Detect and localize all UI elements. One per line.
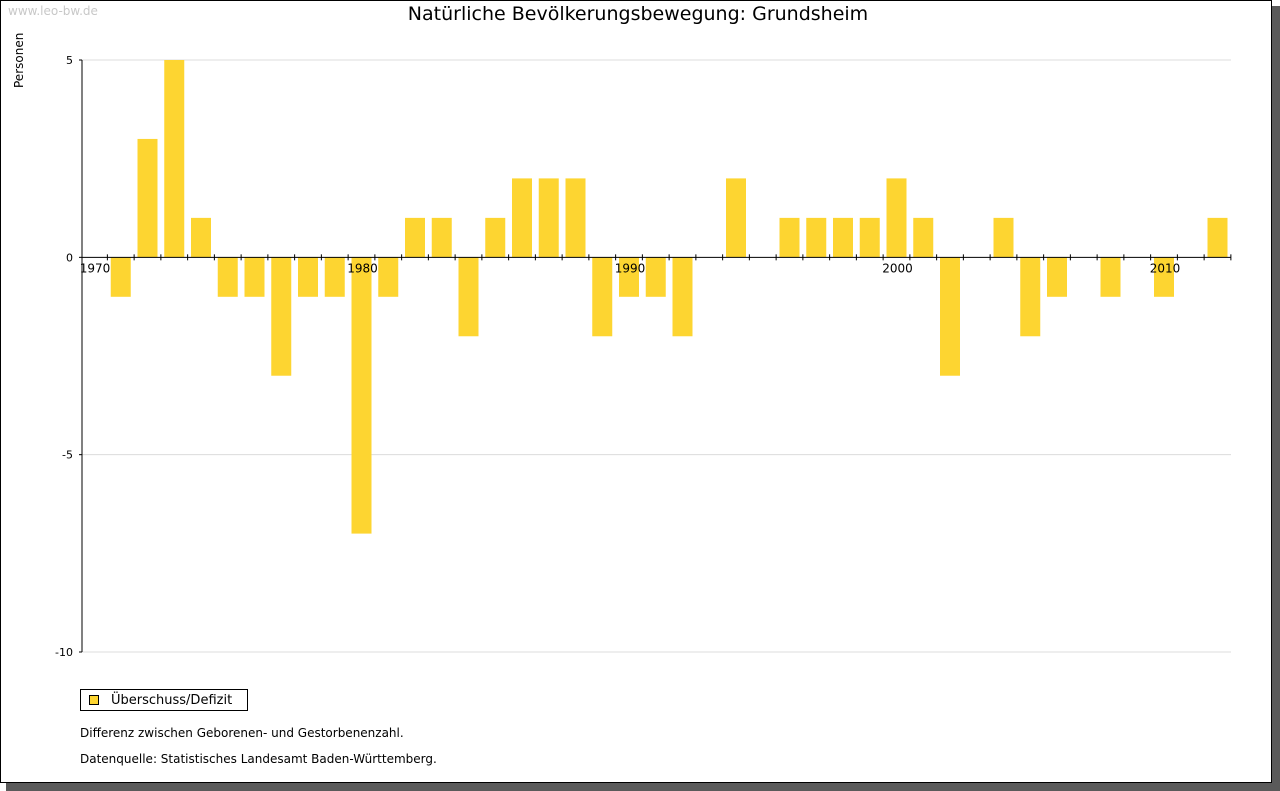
bar-1976	[244, 257, 265, 297]
bar-1980	[351, 257, 372, 534]
bar-1991	[645, 257, 666, 297]
bar-2008	[1100, 257, 1121, 297]
bar-1998	[833, 217, 853, 258]
y-tick-label: -5	[62, 449, 73, 462]
bar-1994	[726, 178, 746, 258]
bar-1986	[512, 178, 532, 258]
bar-1981	[378, 257, 399, 297]
bar-1973	[164, 60, 185, 258]
bar-2006	[1047, 257, 1067, 297]
x-tick-label: 1970	[80, 261, 111, 275]
bar-2004	[993, 217, 1014, 258]
bar-2000	[886, 178, 907, 258]
bar-1984	[458, 257, 479, 337]
y-tick-label: 5	[66, 54, 73, 67]
bar-1971	[110, 257, 131, 297]
frame-shadow-right	[1272, 6, 1280, 791]
chart-title: Natürliche Bevölkerungsbewegung: Grundsh…	[407, 3, 869, 25]
x-tick-label: 1980	[347, 261, 378, 275]
bar-1992	[672, 257, 693, 337]
bar-2005	[1020, 257, 1041, 337]
bar-1988	[565, 178, 586, 258]
legend-label: Überschuss/Defizit	[111, 692, 233, 708]
data-source: Datenquelle: Statistisches Landesamt Bad…	[80, 752, 437, 766]
bar-1985	[485, 217, 506, 258]
bar-1975	[217, 257, 238, 297]
legend: Überschuss/Defizit	[80, 689, 248, 711]
bar-1978	[298, 257, 318, 297]
x-tick-label: 1990	[615, 261, 646, 275]
bar-2012	[1207, 217, 1228, 258]
bar-1979	[324, 257, 345, 297]
bar-1989	[592, 257, 613, 337]
bar-1983	[431, 217, 452, 258]
bar-2001	[913, 217, 934, 258]
legend-swatch	[89, 695, 99, 705]
footnote: Differenz zwischen Geborenen- und Gestor…	[80, 726, 404, 740]
bar-1987	[538, 178, 559, 258]
y-tick-label: -10	[55, 646, 73, 659]
watermark: www.leo-bw.de	[8, 4, 98, 18]
bar-1996	[779, 217, 800, 258]
bar-1999	[859, 217, 880, 258]
bar-1972	[137, 138, 158, 258]
bar-2002	[940, 257, 960, 376]
bar-1997	[806, 217, 827, 258]
bar-2010	[1154, 257, 1174, 297]
bar-1990	[619, 257, 639, 297]
bar-1982	[405, 217, 425, 258]
bar-1974	[191, 217, 211, 258]
x-tick-label: 2010	[1150, 261, 1181, 275]
frame-shadow-bottom	[6, 783, 1280, 791]
bar-1977	[271, 257, 292, 376]
x-tick-label: 2000	[882, 261, 913, 275]
y-tick-label: 0	[66, 251, 73, 264]
